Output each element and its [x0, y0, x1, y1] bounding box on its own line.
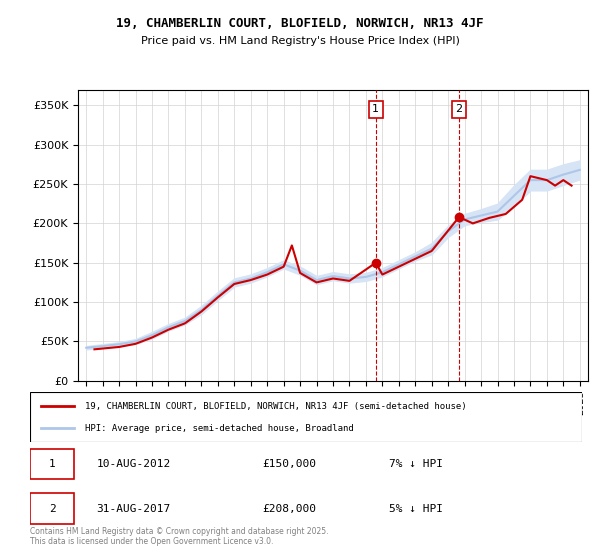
Text: 1: 1	[49, 459, 55, 469]
Text: 10-AUG-2012: 10-AUG-2012	[96, 459, 170, 469]
Text: Contains HM Land Registry data © Crown copyright and database right 2025.
This d: Contains HM Land Registry data © Crown c…	[30, 526, 329, 546]
Text: 2: 2	[455, 104, 463, 114]
FancyBboxPatch shape	[30, 493, 74, 524]
Text: 5% ↓ HPI: 5% ↓ HPI	[389, 503, 443, 514]
FancyBboxPatch shape	[30, 392, 582, 442]
FancyBboxPatch shape	[30, 449, 74, 479]
Text: HPI: Average price, semi-detached house, Broadland: HPI: Average price, semi-detached house,…	[85, 424, 354, 433]
Text: £208,000: £208,000	[262, 503, 316, 514]
Text: 31-AUG-2017: 31-AUG-2017	[96, 503, 170, 514]
Text: 19, CHAMBERLIN COURT, BLOFIELD, NORWICH, NR13 4JF (semi-detached house): 19, CHAMBERLIN COURT, BLOFIELD, NORWICH,…	[85, 402, 467, 410]
Text: 19, CHAMBERLIN COURT, BLOFIELD, NORWICH, NR13 4JF: 19, CHAMBERLIN COURT, BLOFIELD, NORWICH,…	[116, 17, 484, 30]
Text: 2: 2	[49, 503, 55, 514]
Text: Price paid vs. HM Land Registry's House Price Index (HPI): Price paid vs. HM Land Registry's House …	[140, 36, 460, 46]
Text: 7% ↓ HPI: 7% ↓ HPI	[389, 459, 443, 469]
Text: £150,000: £150,000	[262, 459, 316, 469]
Text: 1: 1	[372, 104, 379, 114]
